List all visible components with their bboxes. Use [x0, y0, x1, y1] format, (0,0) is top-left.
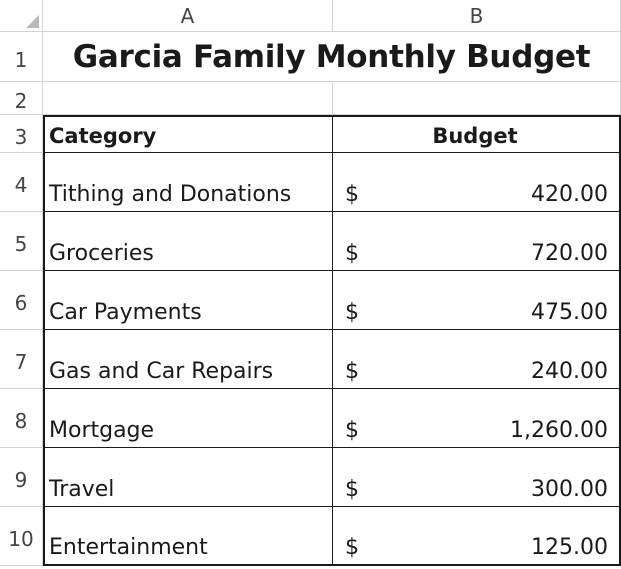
category-cell[interactable]: Groceries	[43, 212, 333, 271]
cell-b2[interactable]	[333, 82, 621, 115]
row-header-2[interactable]: 2	[0, 82, 43, 115]
budget-cell[interactable]: $ 475.00	[333, 271, 621, 330]
currency-symbol: $	[345, 418, 359, 443]
category-cell[interactable]: Tithing and Donations	[43, 153, 333, 212]
currency-symbol: $	[345, 535, 359, 560]
row-header-8[interactable]: 8	[0, 389, 43, 448]
currency-symbol: $	[345, 477, 359, 502]
row-header-3[interactable]: 3	[0, 115, 43, 153]
currency-symbol: $	[345, 182, 359, 207]
budget-cell[interactable]: $ 1,260.00	[333, 389, 621, 448]
category-header-cell[interactable]: Category	[43, 115, 333, 153]
budget-amount: 240.00	[531, 359, 608, 384]
budget-amount: 475.00	[531, 300, 608, 325]
budget-amount: 125.00	[531, 535, 608, 560]
row-header-1[interactable]: 1	[0, 32, 43, 82]
budget-cell[interactable]: $ 720.00	[333, 212, 621, 271]
row-header-4[interactable]: 4	[0, 153, 43, 212]
cell-a2[interactable]	[43, 82, 333, 115]
column-header-a[interactable]: A	[43, 0, 333, 32]
currency-symbol: $	[345, 300, 359, 325]
row-header-5[interactable]: 5	[0, 212, 43, 271]
budget-cell[interactable]: $ 125.00	[333, 507, 621, 566]
category-cell[interactable]: Mortgage	[43, 389, 333, 448]
budget-header-cell[interactable]: Budget	[333, 115, 621, 153]
category-cell[interactable]: Travel	[43, 448, 333, 507]
category-cell[interactable]: Gas and Car Repairs	[43, 330, 333, 389]
budget-amount: 300.00	[531, 477, 608, 502]
budget-cell[interactable]: $ 420.00	[333, 153, 621, 212]
currency-symbol: $	[345, 359, 359, 384]
budget-cell[interactable]: $ 300.00	[333, 448, 621, 507]
category-cell[interactable]: Car Payments	[43, 271, 333, 330]
column-header-b[interactable]: B	[333, 0, 621, 32]
budget-title-cell[interactable]: Garcia Family Monthly Budget	[43, 32, 621, 82]
select-all-button[interactable]	[0, 0, 43, 32]
currency-symbol: $	[345, 241, 359, 266]
row-header-6[interactable]: 6	[0, 271, 43, 330]
budget-cell[interactable]: $ 240.00	[333, 330, 621, 389]
row-header-7[interactable]: 7	[0, 330, 43, 389]
budget-amount: 420.00	[531, 182, 608, 207]
budget-amount: 1,260.00	[510, 418, 608, 443]
row-header-9[interactable]: 9	[0, 448, 43, 507]
category-cell[interactable]: Entertainment	[43, 507, 333, 566]
budget-amount: 720.00	[531, 241, 608, 266]
row-header-10[interactable]: 10	[0, 507, 43, 566]
